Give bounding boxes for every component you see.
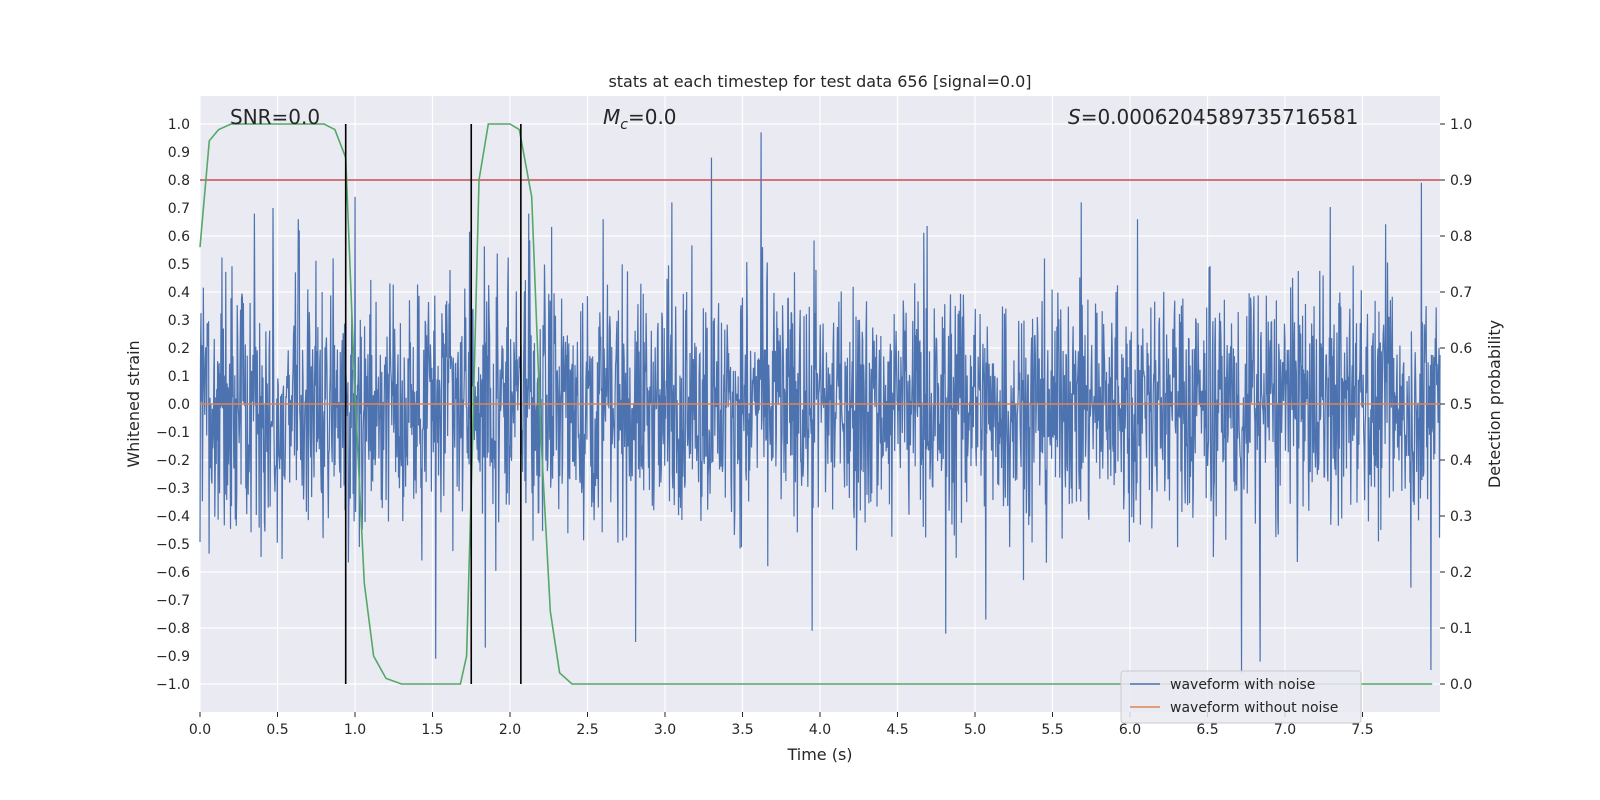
legend-label-waveform-without-noise: waveform without noise	[1170, 700, 1338, 716]
x-tick-label: 1.0	[344, 722, 366, 738]
x-tick-label: 6.5	[1196, 722, 1218, 738]
y2-tick-label: 0.0	[1450, 677, 1472, 693]
x-tick-label: 4.0	[809, 722, 831, 738]
y2-tick-label: 0.9	[1450, 173, 1472, 189]
mc-symbol: M	[603, 105, 620, 129]
y2-tick-label: 0.7	[1450, 285, 1472, 301]
y-tick-label: 0.9	[168, 145, 190, 161]
x-tick-label: 7.0	[1274, 722, 1296, 738]
x-tick-label: 0.5	[266, 722, 288, 738]
y-tick-label: −1.0	[156, 677, 190, 693]
s-annotation: S=0.0006204589735716581	[1068, 105, 1358, 129]
y2-tick-label: 0.8	[1450, 229, 1472, 245]
axes: 0.0 0.5 1.0 1.5 2.0 2.5 3.0 3.5 4.0 4.5 5.0 5.5 6.0 6…	[156, 117, 1472, 738]
y2-axis-label: Detection probability	[1485, 320, 1504, 488]
y-tick-label: −0.8	[156, 621, 190, 637]
y-tick-label: 0.0	[168, 397, 190, 413]
y-tick-label: 0.8	[168, 173, 190, 189]
y-tick-label: 0.3	[168, 313, 190, 329]
legend-box	[1120, 670, 1362, 724]
y-tick-label: −0.1	[156, 425, 190, 441]
legend-label-waveform-with-noise: waveform with noise	[1170, 677, 1315, 693]
y-tick-label: −0.5	[156, 537, 190, 553]
x-tick-label: 4.5	[886, 722, 908, 738]
y2-tick-label: 0.1	[1450, 621, 1472, 637]
y-tick-label: 0.7	[168, 201, 190, 217]
y2-tick-label: 0.6	[1450, 341, 1472, 357]
x-tick-label: 6.0	[1119, 722, 1141, 738]
y-tick-label: −0.4	[156, 509, 190, 525]
x-axis-label: Time (s)	[786, 745, 852, 764]
x-tick-label: 3.0	[654, 722, 676, 738]
mc-subscript: c	[620, 117, 628, 133]
plot-area	[199, 123, 1441, 685]
s-value: =0.0006204589735716581	[1081, 105, 1359, 129]
chart-title: stats at each timestep for test data 656…	[608, 72, 1031, 91]
snr-annotation: SNR=0.0	[230, 105, 320, 129]
x-tick-label: 7.5	[1351, 722, 1373, 738]
y-tick-label: 0.5	[168, 257, 190, 273]
x-tick-label: 5.0	[964, 722, 986, 738]
y2-tick-label: 0.2	[1450, 565, 1472, 581]
y-tick-label: −0.3	[156, 481, 190, 497]
x-tick-label: 2.5	[576, 722, 598, 738]
s-symbol: S	[1068, 105, 1081, 129]
mc-annotation: Mc=0.0	[603, 105, 677, 133]
y2-tick-label: 0.5	[1450, 397, 1472, 413]
x-tick-label: 2.0	[499, 722, 521, 738]
y-axis-label: Whitened strain	[124, 340, 143, 467]
legend: waveform with noise waveform without noi…	[1120, 670, 1362, 724]
y2-tick-label: 0.3	[1450, 509, 1472, 525]
y2-tick-label: 0.4	[1450, 453, 1472, 469]
y-tick-label: 0.4	[168, 285, 190, 301]
y-tick-label: −0.6	[156, 565, 190, 581]
y-tick-label: 0.6	[168, 229, 190, 245]
y-tick-label: 0.1	[168, 369, 190, 385]
y-tick-label: −0.2	[156, 453, 190, 469]
series-waveform-with-noise	[199, 132, 1441, 673]
y-tick-label: −0.9	[156, 649, 190, 665]
mc-value: =0.0	[628, 105, 677, 129]
series-detection-probability	[199, 123, 1433, 685]
x-tick-label: 5.5	[1041, 722, 1063, 738]
y-tick-label: −0.7	[156, 593, 190, 609]
y2-tick-label: 1.0	[1450, 117, 1472, 133]
x-tick-label: 1.5	[421, 722, 443, 738]
x-tick-label: 3.5	[731, 722, 753, 738]
x-tick-label: 0.0	[189, 722, 211, 738]
y-tick-label: 1.0	[168, 117, 190, 133]
y-tick-label: 0.2	[168, 341, 190, 357]
